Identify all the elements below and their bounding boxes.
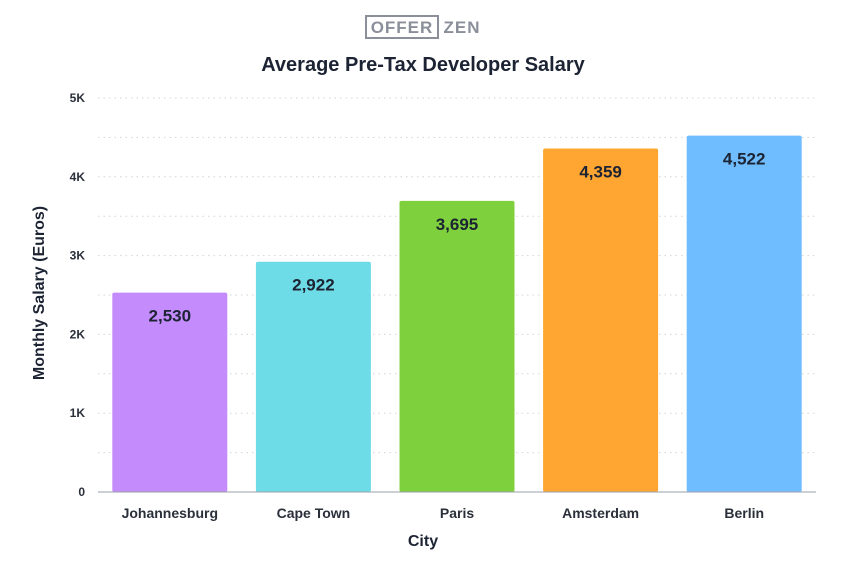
data-label: 2,530 [149,307,192,326]
y-tick-label: 2K [70,327,86,341]
data-label: 2,922 [292,276,335,295]
x-category-label: Paris [440,505,474,521]
data-label: 4,359 [579,163,622,182]
x-category-label: Amsterdam [562,505,639,521]
x-category-label: Cape Town [277,505,351,521]
offerzen-logo: OFFER ZEN [365,15,481,39]
y-axis-ticks: 0 1K 2K 3K 4K 5K [70,91,86,499]
x-axis-title: City [408,533,438,550]
bar [255,261,371,492]
data-label: 4,522 [723,150,766,169]
y-tick-label: 4K [70,170,86,184]
bar [112,292,228,492]
y-tick-label: 0 [78,485,85,499]
x-category-label: Johannesburg [122,505,218,521]
bar [399,200,515,493]
y-tick-label: 1K [70,406,86,420]
y-axis-title: Monthly Salary (Euros) [31,206,48,380]
y-tick-label: 3K [70,249,86,263]
data-labels: 2,530 2,922 3,695 4,359 4,522 [149,150,766,326]
bars [112,135,802,493]
x-axis-categories: Johannesburg Cape Town Paris Amsterdam Berli… [122,505,764,521]
chart-title: Average Pre-Tax Developer Salary [261,54,585,76]
x-category-label: Berlin [724,505,764,521]
data-label: 3,695 [436,215,479,234]
logo-text-offer: OFFER [371,18,434,37]
y-tick-label: 5K [70,91,86,105]
bar [543,148,659,492]
bar [686,135,802,493]
logo-text-zen: ZEN [444,18,481,37]
